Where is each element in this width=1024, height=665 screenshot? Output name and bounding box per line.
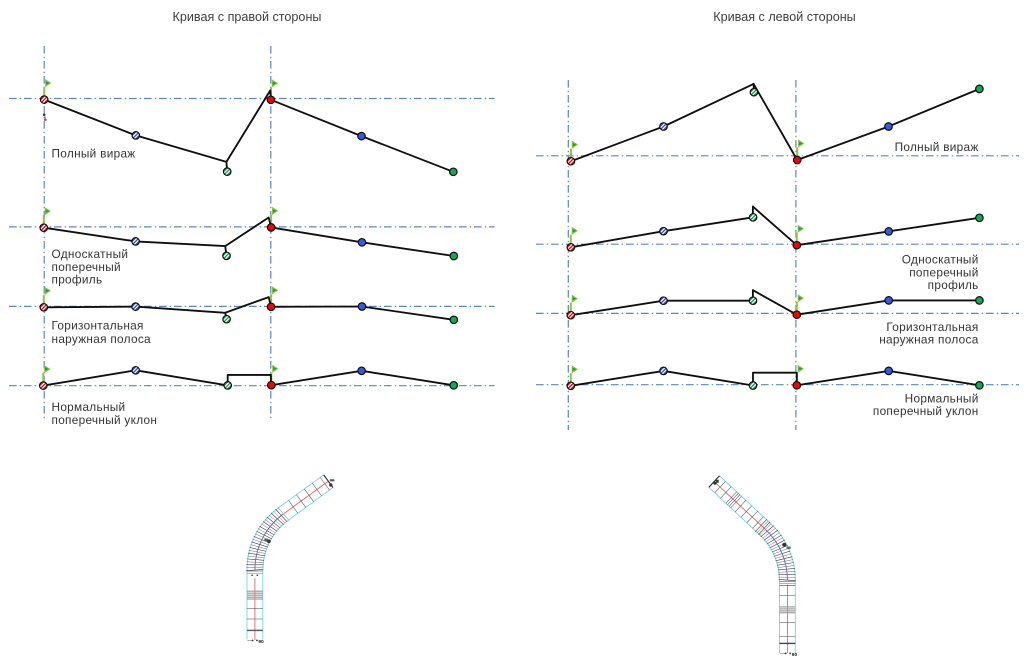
svg-text:Полный вираж: Полный вираж: [52, 146, 136, 160]
svg-text:Горизонтальная: Горизонтальная: [886, 320, 978, 334]
svg-text:наружная полоса: наружная полоса: [52, 332, 152, 346]
svg-text:Односкатный: Односкатный: [902, 253, 979, 267]
svg-text:Односкатный: Односкатный: [52, 247, 129, 261]
svg-text:Горизонтальная: Горизонтальная: [52, 319, 144, 333]
svg-text:поперечный уклон: поперечный уклон: [52, 413, 158, 427]
svg-text:Полный вираж: Полный вираж: [895, 140, 979, 154]
svg-text:Кривая с правой стороны: Кривая с правой стороны: [173, 10, 322, 24]
svg-text:профиль: профиль: [52, 273, 103, 287]
svg-text:90: 90: [792, 652, 798, 658]
svg-text:поперечный: поперечный: [909, 265, 978, 279]
svg-text:профиль: профиль: [928, 278, 979, 292]
svg-text:поперечный уклон: поперечный уклон: [873, 404, 979, 418]
svg-text:Кривая с левой стороны: Кривая с левой стороны: [713, 10, 855, 24]
svg-text:наружная полоса: наружная полоса: [879, 333, 979, 347]
svg-text:Нормальный: Нормальный: [52, 400, 126, 414]
svg-text:поперечный: поперечный: [52, 260, 121, 274]
svg-text:90: 90: [258, 639, 264, 645]
svg-text:Нормальный: Нормальный: [905, 391, 979, 405]
